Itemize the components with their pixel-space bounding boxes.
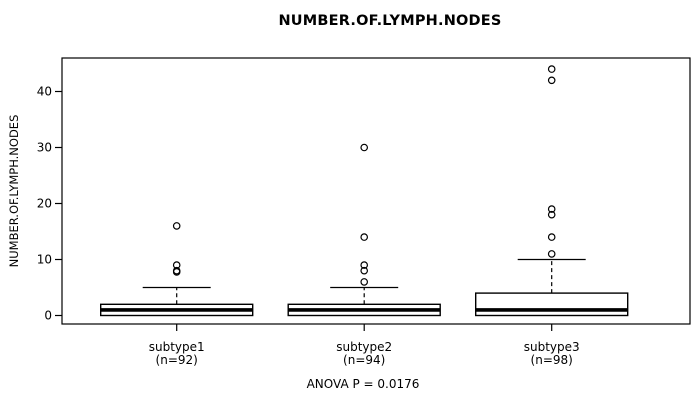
outlier-point <box>360 278 369 286</box>
outlier-point <box>547 76 556 85</box>
outlier-point <box>172 268 181 276</box>
outlier-point <box>547 250 556 258</box>
chart-title: NUMBER.OF.LYMPH.NODES <box>278 13 502 29</box>
y-tick-label: 0 <box>44 309 52 323</box>
outlier-point <box>547 205 556 213</box>
x-group-sublabel: (n=98) <box>531 353 573 367</box>
y-tick-label: 20 <box>37 197 52 211</box>
outlier-point <box>360 261 369 269</box>
x-group-sublabel: (n=92) <box>156 353 198 367</box>
outlier-point <box>172 261 181 269</box>
outlier-point <box>172 222 181 230</box>
x-group-label: subtype3 <box>524 340 580 354</box>
outlier-point <box>547 65 556 73</box>
outlier-point <box>547 210 556 219</box>
outlier-point <box>547 233 556 241</box>
y-tick-label: 40 <box>37 85 52 99</box>
x-group-label: subtype2 <box>336 340 392 354</box>
y-tick-label: 10 <box>37 253 52 267</box>
anova-annotation: ANOVA P = 0.0176 <box>306 377 420 391</box>
plot-frame <box>61 57 691 325</box>
x-group-sublabel: (n=94) <box>343 353 385 367</box>
outlier-point <box>360 233 369 241</box>
iqr-box-subtype3 <box>475 292 629 317</box>
outlier-point <box>360 143 369 152</box>
y-tick-label: 30 <box>37 141 52 155</box>
x-group-label: subtype1 <box>149 340 205 354</box>
outlier-point <box>360 266 369 275</box>
